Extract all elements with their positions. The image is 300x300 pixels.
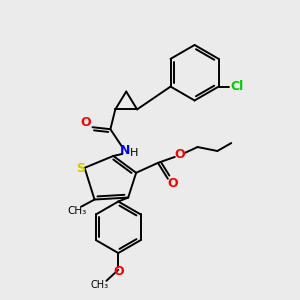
Text: Cl: Cl: [231, 80, 244, 93]
Text: CH₃: CH₃: [67, 206, 86, 216]
Text: O: O: [167, 177, 178, 190]
Text: O: O: [113, 266, 124, 278]
Text: CH₃: CH₃: [90, 280, 109, 290]
Text: N: N: [120, 145, 130, 158]
Text: S: S: [76, 162, 85, 175]
Text: H: H: [130, 148, 138, 158]
Text: O: O: [80, 116, 91, 129]
Text: O: O: [174, 148, 185, 161]
